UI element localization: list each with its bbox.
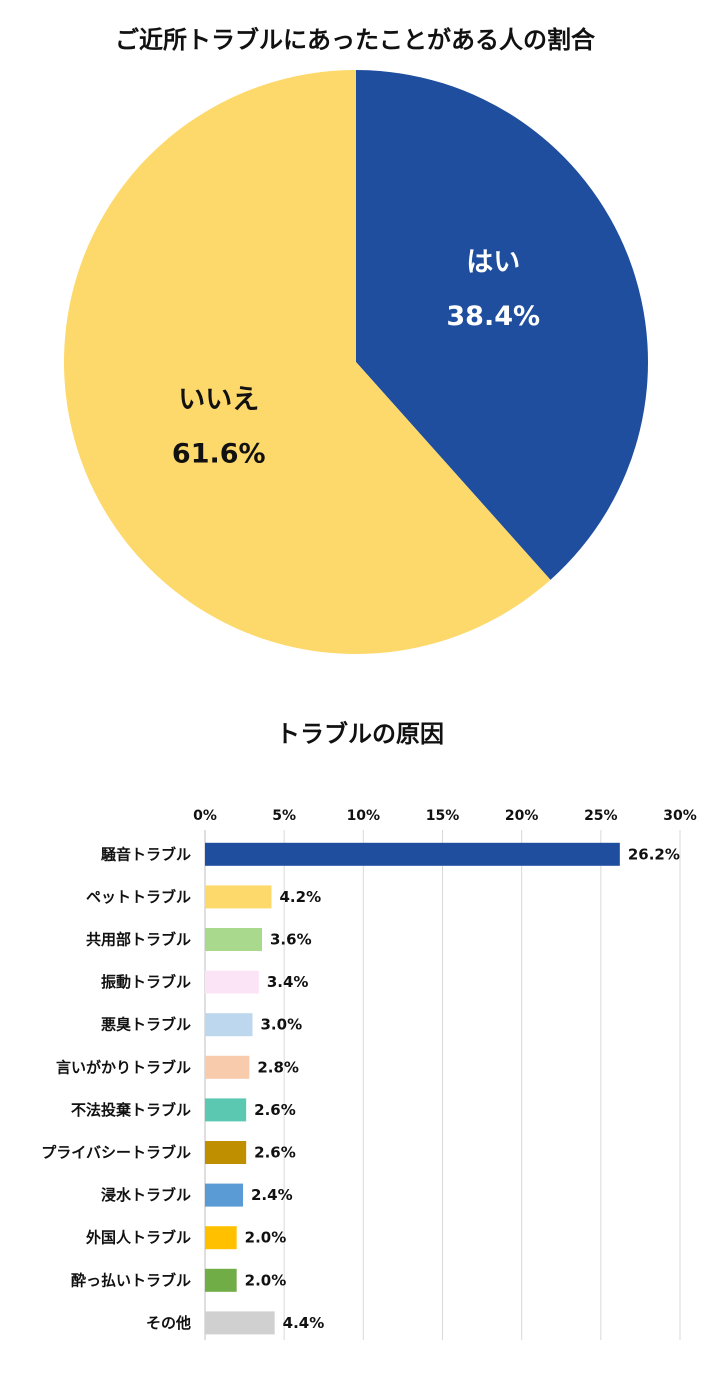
x-tick-label: 25%: [584, 808, 618, 824]
bar: [205, 885, 272, 909]
category-label: その他: [146, 1314, 191, 1332]
bar-chart-title: トラブルの原因: [276, 720, 444, 748]
bar-value-label: 4.4%: [283, 1314, 325, 1332]
category-label: 浸水トラブル: [101, 1186, 191, 1204]
pie-chart-title: ご近所トラブルにあったことがある人の割合: [115, 26, 596, 54]
bar-value-label: 26.2%: [628, 845, 680, 863]
bar-value-label: 2.8%: [257, 1058, 299, 1076]
x-tick-label: 0%: [193, 808, 217, 824]
bar: [205, 1055, 250, 1079]
category-label: 不法投棄トラブル: [71, 1101, 191, 1119]
x-tick-label: 5%: [272, 808, 296, 824]
pie-slice: [63, 70, 551, 654]
category-label: 酔っ払いトラブル: [71, 1271, 191, 1289]
bar: [205, 928, 262, 951]
x-tick-label: 15%: [426, 808, 460, 824]
bar: [205, 1141, 247, 1164]
bar-chart: トラブルの原因 0% 5% 10% 15% 20% 25% 30% 騒音トラブルペットトラブ…: [41, 720, 697, 1340]
category-label: 言いがかりトラブル: [56, 1058, 191, 1076]
category-label: 共用部トラブル: [86, 931, 191, 949]
bar: [205, 970, 259, 994]
category-label: 外国人トラブル: [85, 1229, 191, 1247]
bar-value-label: 4.2%: [280, 888, 322, 906]
bar: [205, 1311, 275, 1335]
pie-slice: [356, 70, 648, 580]
category-label: 悪臭トラブル: [101, 1016, 191, 1034]
bar-value-label: 3.4%: [267, 973, 309, 991]
bar-value-label: 2.0%: [245, 1229, 287, 1247]
bar: [205, 1013, 253, 1037]
x-tick-label: 20%: [505, 808, 539, 824]
pie-slice-value: 61.6%: [172, 438, 266, 469]
bar: [205, 1268, 237, 1292]
bar-value-label: 3.0%: [261, 1016, 303, 1034]
category-label: ペットトラブル: [86, 888, 191, 906]
bar: [205, 1098, 247, 1122]
bar-value-label: 2.6%: [254, 1144, 296, 1162]
pie-slice-label: はい: [466, 247, 520, 278]
category-label: 騒音トラブル: [101, 845, 191, 863]
bar: [205, 1226, 237, 1250]
pie-slice-label: いいえ: [178, 384, 259, 415]
pie-slice-value: 38.4%: [446, 301, 540, 332]
bar-value-label: 2.6%: [254, 1101, 296, 1119]
category-label: プライバシートラブル: [41, 1144, 191, 1162]
x-tick-label: 30%: [663, 808, 697, 824]
bar: [205, 842, 620, 866]
bar-value-label: 2.4%: [251, 1186, 293, 1204]
category-label: 振動トラブル: [101, 973, 191, 991]
pie-chart: ご近所トラブルにあったことがある人の割合 はい 38.4% いいえ 61.6%: [63, 26, 648, 654]
x-tick-label: 10%: [347, 808, 381, 824]
bar-value-label: 2.0%: [245, 1271, 287, 1289]
bar-value-label: 3.6%: [270, 931, 312, 949]
bar: [205, 1183, 243, 1207]
